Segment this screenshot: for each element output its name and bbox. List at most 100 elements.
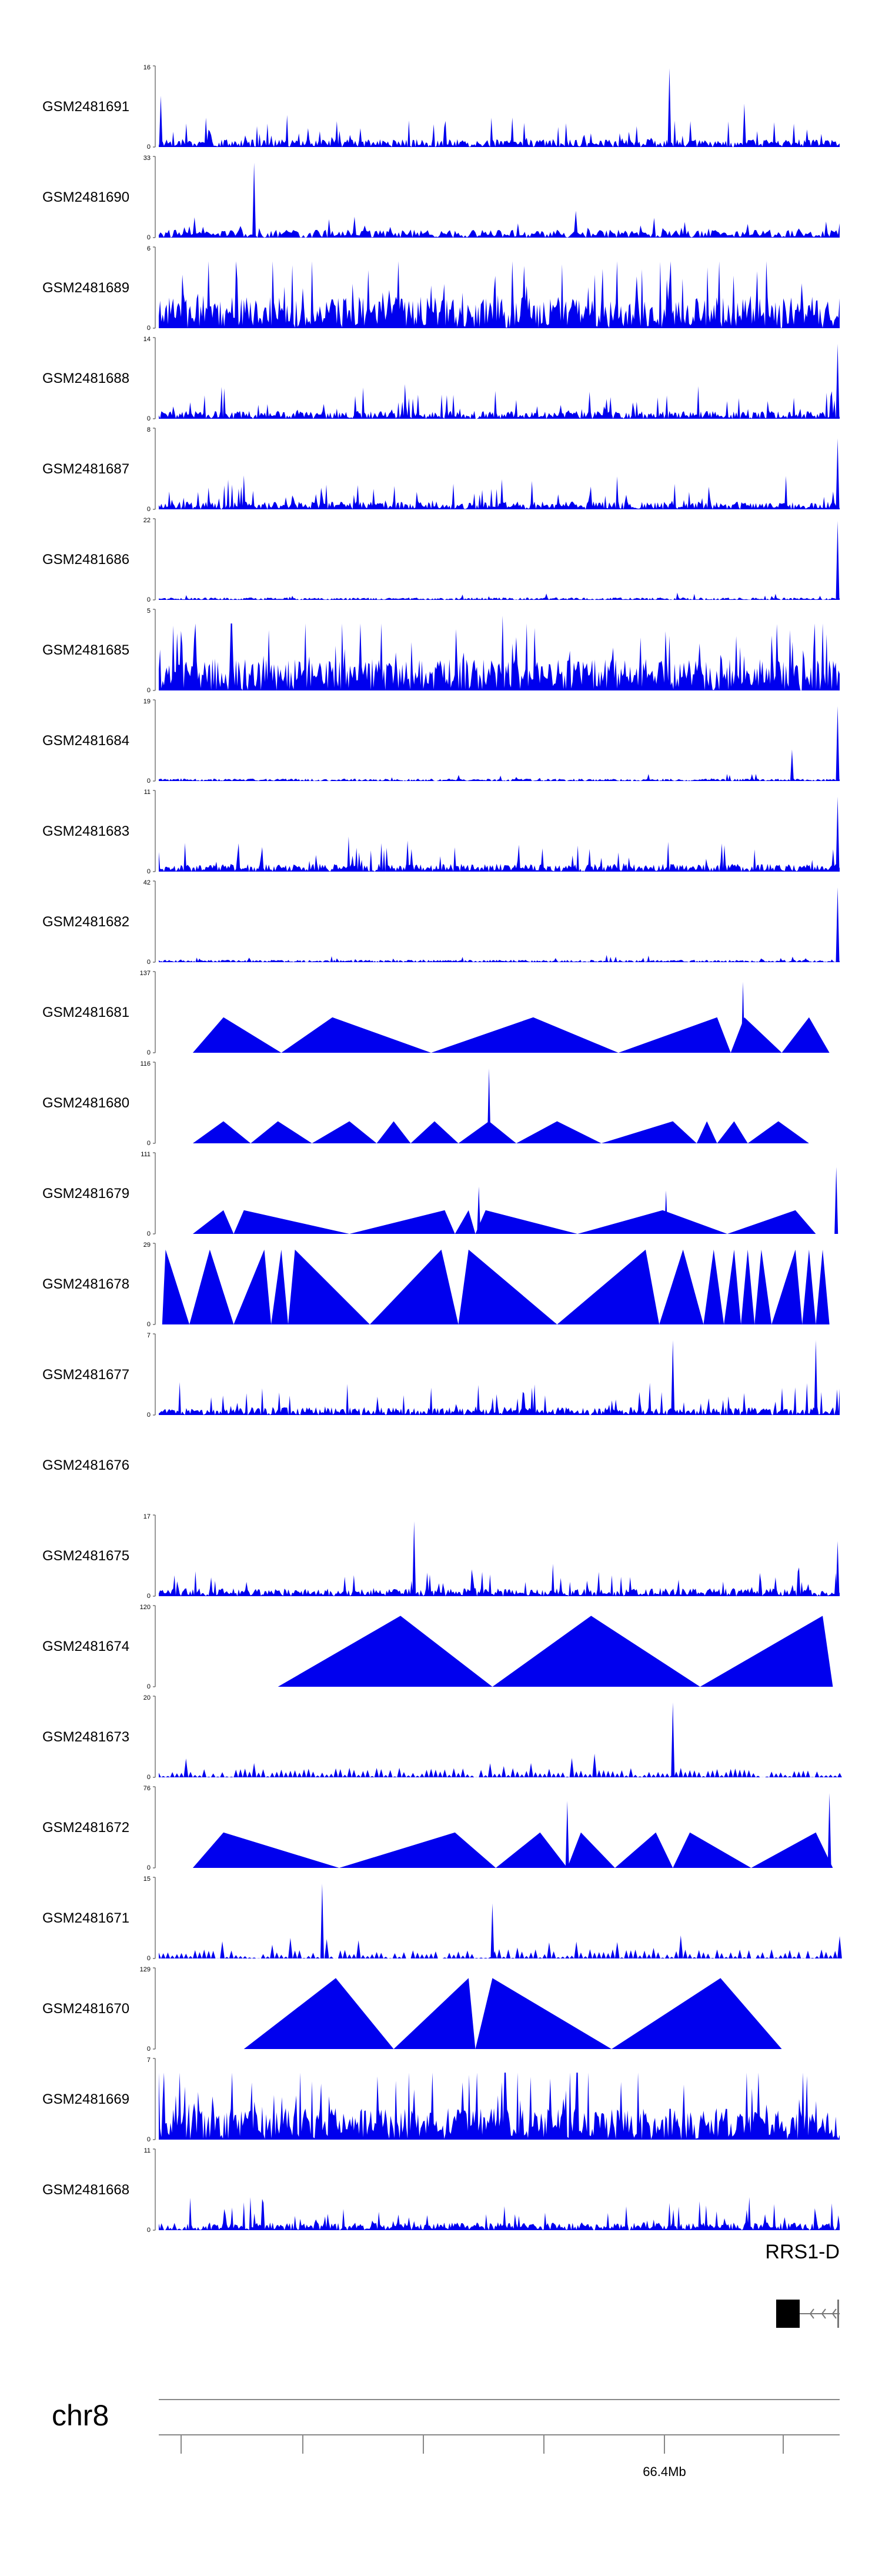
signal-peak: [836, 521, 840, 600]
track-label: GSM2481679: [42, 1186, 129, 1202]
y-min-label: 0: [147, 144, 151, 151]
gene-exon: [837, 2300, 839, 2328]
signal-segment: [192, 1017, 282, 1053]
signal-segment: [393, 1978, 476, 2049]
y-max-label: 20: [143, 1694, 151, 1701]
y-max-label: 16: [143, 64, 151, 71]
signal-area: [159, 1382, 840, 1415]
signal-peak: [490, 1903, 495, 1958]
track-label: GSM2481684: [42, 733, 129, 749]
track-label: GSM2481673: [42, 1729, 129, 1745]
y-max-label: 17: [143, 1513, 151, 1520]
y-min-label: 0: [147, 2227, 151, 2234]
signal-peak: [487, 1068, 491, 1143]
signal-area: [159, 955, 840, 962]
signal-segment: [492, 1616, 700, 1687]
y-min-label: 0: [147, 234, 151, 241]
signal-peak: [664, 1190, 668, 1234]
track-label: GSM2481686: [42, 552, 129, 568]
track-GSM2481679: GSM2481679 111 0: [42, 1151, 838, 1237]
signal-segment: [754, 1249, 772, 1324]
signal-segment: [369, 1249, 459, 1324]
signal-area: [159, 592, 840, 600]
strand-arrow: [831, 2308, 837, 2319]
data-tracks: GSM2481691160GSM2481690330GSM248168960GS…: [42, 64, 842, 2234]
signal-segment: [192, 1832, 339, 1868]
signal-peak: [836, 438, 840, 509]
signal-segment: [243, 1978, 394, 2049]
y-min-label: 0: [147, 868, 151, 875]
track-label: GSM2481687: [42, 461, 129, 477]
signal-peak: [320, 1883, 324, 1958]
track-GSM2481689: GSM2481689 6 0: [42, 245, 840, 332]
track-GSM2481685: GSM2481685 5 0: [42, 608, 840, 694]
track-label: GSM2481668: [42, 2182, 129, 2198]
y-max-label: 6: [147, 245, 151, 252]
track-label: GSM2481682: [42, 914, 129, 930]
track-GSM2481690: GSM2481690 33 0: [42, 155, 840, 241]
signal-segment: [458, 1249, 557, 1324]
y-max-label: 19: [143, 698, 151, 705]
signal-peak: [671, 1340, 675, 1415]
signal-segment: [614, 1832, 673, 1868]
track-GSM2481684: GSM2481684 19 0: [42, 698, 840, 785]
track-GSM2481681: GSM2481681 137 0: [42, 970, 830, 1056]
signal-peak: [814, 1340, 818, 1415]
track-label: GSM2481675: [42, 1548, 129, 1564]
strand-arrow: [821, 2308, 826, 2319]
signal-segment: [673, 1832, 751, 1868]
track-label: GSM2481680: [42, 1095, 129, 1111]
gene-label: RRS1-D: [765, 2241, 840, 2263]
track-GSM2481678: GSM2481678 29 0: [42, 1242, 830, 1328]
track-label: GSM2481681: [42, 1005, 129, 1020]
signal-segment: [703, 1249, 724, 1324]
track-GSM2481677: GSM2481677 7 0: [42, 1332, 840, 1419]
y-max-label: 14: [143, 336, 151, 343]
track-label: GSM2481671: [42, 1910, 129, 1926]
track-label: GSM2481688: [42, 371, 129, 386]
signal-segment: [601, 1121, 697, 1143]
y-min-label: 0: [147, 2136, 151, 2143]
y-min-label: 0: [147, 1774, 151, 1781]
track-GSM2481672: GSM2481672 76 0: [42, 1785, 833, 1871]
signal-peak: [477, 1186, 481, 1234]
signal-segment: [496, 1832, 567, 1868]
track-GSM2481676: GSM2481676: [42, 1457, 129, 1473]
signal-peak: [667, 68, 671, 147]
signal-area: [159, 475, 840, 509]
signal-segment: [727, 1210, 816, 1234]
y-max-label: 137: [140, 970, 151, 977]
track-label: GSM2481678: [42, 1276, 129, 1292]
strand-arrow: [809, 2308, 814, 2319]
track-GSM2481669: GSM2481669 7 0: [42, 2057, 840, 2143]
track-label: GSM2481669: [42, 2091, 129, 2107]
signal-segment: [696, 1121, 717, 1143]
signal-peak: [159, 95, 163, 147]
signal-segment: [233, 1210, 350, 1234]
track-GSM2481680: GSM2481680 116 0: [42, 1060, 809, 1147]
signal-segment: [516, 1121, 602, 1143]
signal-peak: [500, 615, 505, 690]
y-min-label: 0: [147, 415, 151, 422]
signal-segment: [455, 1210, 476, 1234]
signal-area: [159, 384, 840, 419]
track-GSM2481683: GSM2481683 11 0: [42, 789, 840, 875]
signal-segment: [189, 1249, 234, 1324]
track-GSM2481674: GSM2481674 120 0: [42, 1604, 833, 1690]
signal-area: [159, 836, 840, 872]
signal-segment: [577, 1210, 727, 1234]
track-GSM2481668: GSM2481668 11 0: [42, 2147, 840, 2234]
signal-segment: [431, 1017, 619, 1053]
signal-peak: [836, 706, 840, 781]
y-min-label: 0: [147, 596, 151, 603]
signal-peak: [836, 887, 840, 962]
signal-segment: [233, 1249, 272, 1324]
track-GSM2481682: GSM2481682 42 0: [42, 879, 840, 966]
y-min-label: 0: [147, 1864, 151, 1871]
y-min-label: 0: [147, 1230, 151, 1237]
signal-area: [159, 2073, 840, 2140]
signal-segment: [717, 1121, 748, 1143]
track-GSM2481687: GSM2481687 8 0: [42, 426, 840, 513]
y-max-label: 111: [141, 1151, 151, 1158]
